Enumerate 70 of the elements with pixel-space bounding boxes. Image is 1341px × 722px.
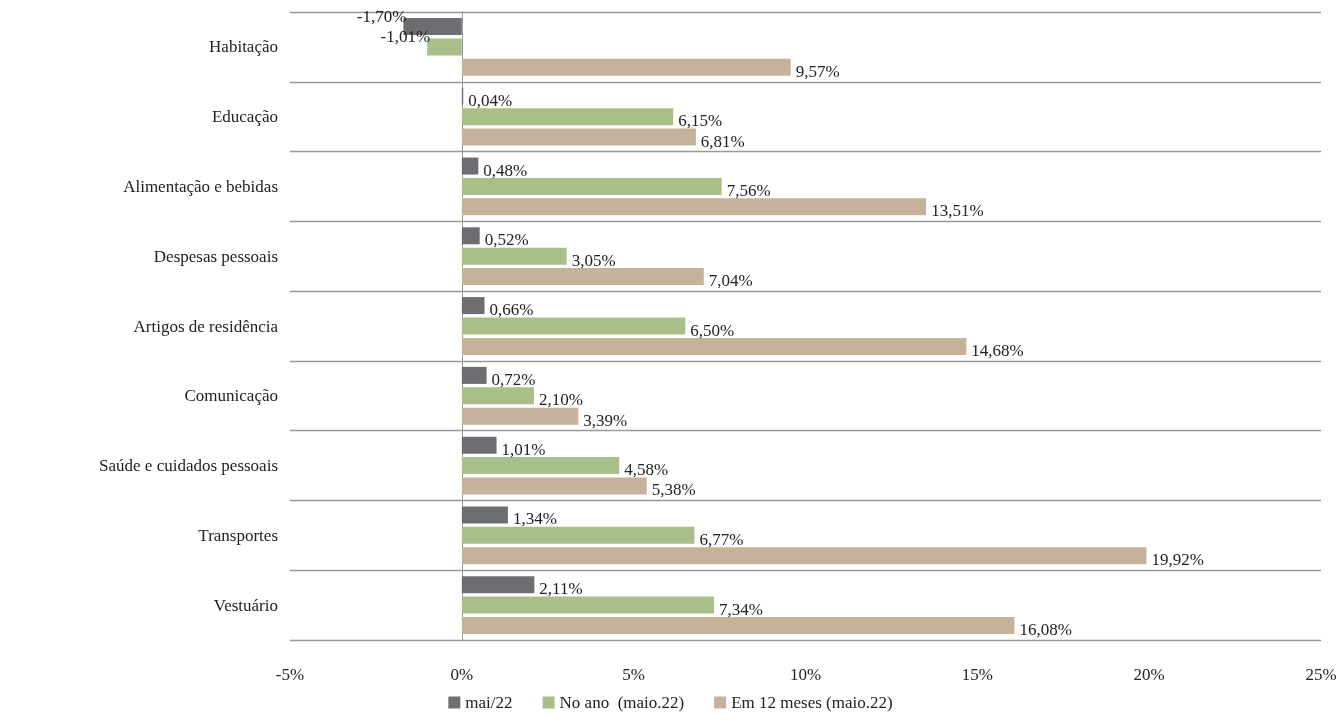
y-tick-label: Alimentação e bebidas xyxy=(123,176,278,196)
bar xyxy=(461,617,1015,635)
bar xyxy=(461,58,791,76)
y-tick-label: Artigos de residência xyxy=(133,316,279,336)
x-tick-label: 0% xyxy=(450,665,474,684)
bar xyxy=(461,227,480,245)
legend-label: mai/22 xyxy=(465,693,513,712)
bar xyxy=(461,108,674,126)
bar xyxy=(461,317,686,335)
data-label: -1,01% xyxy=(380,27,431,47)
data-label: 7,04% xyxy=(708,271,753,291)
data-label: 2,11% xyxy=(539,579,583,599)
legend-label: No ano (maio.22) xyxy=(559,693,685,712)
data-label: 6,81% xyxy=(700,131,745,151)
data-label: 3,39% xyxy=(583,410,628,430)
bar xyxy=(461,596,715,614)
bar xyxy=(461,387,534,405)
data-label: 0,72% xyxy=(491,369,536,389)
y-tick-label: Vestuário xyxy=(213,595,278,615)
bar xyxy=(461,128,696,146)
bar xyxy=(461,547,1147,565)
data-label: 3,05% xyxy=(571,250,616,270)
y-tick-label: Despesas pessoais xyxy=(153,246,278,266)
data-label: 6,15% xyxy=(678,111,723,131)
bar xyxy=(461,407,579,425)
x-tick-label: 25% xyxy=(1305,665,1337,684)
bar xyxy=(461,198,927,216)
data-label: 16,08% xyxy=(1019,620,1072,640)
data-label: 6,50% xyxy=(690,320,735,340)
data-label: 0,04% xyxy=(468,90,513,110)
bar xyxy=(461,247,567,265)
y-tick-label: Comunicação xyxy=(184,386,278,406)
bar xyxy=(461,526,695,544)
bar xyxy=(461,268,704,286)
data-label: 19,92% xyxy=(1151,550,1204,570)
bar xyxy=(461,506,508,524)
bar xyxy=(461,337,967,355)
bar xyxy=(461,477,647,495)
data-label: 4,58% xyxy=(624,460,669,480)
data-label: -1,70% xyxy=(356,6,407,26)
bar xyxy=(461,576,535,594)
y-tick-label: Educação xyxy=(211,107,278,127)
data-label: 5,38% xyxy=(651,480,696,500)
data-label: 0,52% xyxy=(484,230,529,250)
x-tick-label: 20% xyxy=(1133,665,1165,684)
data-label: 2,10% xyxy=(539,390,583,410)
bar xyxy=(461,297,485,315)
data-label: 13,51% xyxy=(931,201,984,221)
x-tick-label: 10% xyxy=(789,665,822,684)
y-tick-label: Transportes xyxy=(198,525,278,545)
data-label: 14,68% xyxy=(971,340,1024,360)
data-label: 1,01% xyxy=(501,439,546,459)
data-label: 1,34% xyxy=(512,509,557,529)
bar xyxy=(461,177,722,195)
y-tick-label: Saúde e cuidados pessoais xyxy=(99,456,278,476)
bar xyxy=(461,157,479,175)
data-label: 7,56% xyxy=(726,180,771,200)
bar xyxy=(461,457,620,475)
data-label: 6,77% xyxy=(699,529,744,549)
data-label: 7,34% xyxy=(719,599,764,619)
legend-label: Em 12 meses (maio.22) xyxy=(731,693,893,712)
x-tick-label: -5% xyxy=(275,665,305,684)
data-label: 9,57% xyxy=(795,61,840,81)
data-label: 0,66% xyxy=(489,300,534,320)
bar xyxy=(461,366,487,384)
x-tick-label: 5% xyxy=(622,665,645,684)
x-tick-label: 15% xyxy=(961,665,993,684)
data-label: 0,48% xyxy=(483,160,528,180)
bar xyxy=(461,436,497,454)
y-tick-label: Habitação xyxy=(209,37,278,57)
